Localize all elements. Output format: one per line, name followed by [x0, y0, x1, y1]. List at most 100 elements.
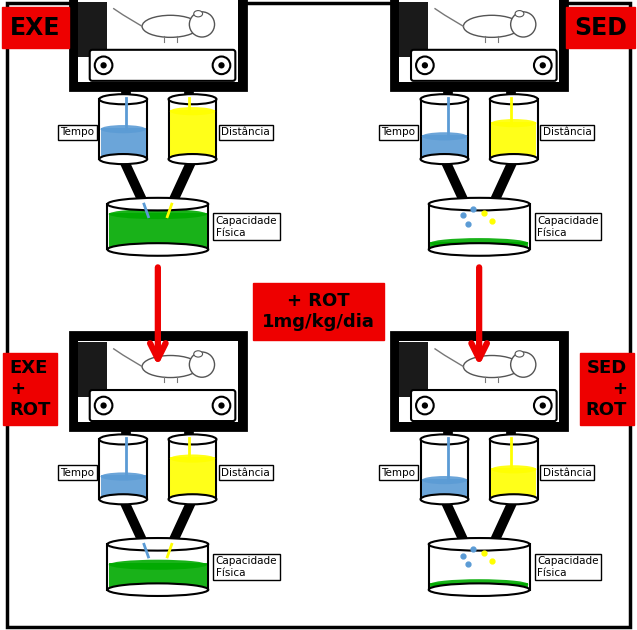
Text: + ROT
1mg/kg/dia: + ROT 1mg/kg/dia: [262, 292, 375, 331]
Circle shape: [213, 57, 231, 74]
Bar: [399, 340, 559, 422]
Ellipse shape: [169, 94, 217, 104]
FancyBboxPatch shape: [411, 390, 557, 421]
Bar: [99, 440, 147, 499]
Ellipse shape: [420, 435, 468, 445]
Ellipse shape: [430, 579, 528, 589]
Bar: [430, 583, 528, 588]
Circle shape: [213, 397, 231, 415]
Ellipse shape: [430, 238, 528, 248]
Ellipse shape: [170, 107, 215, 115]
Bar: [490, 440, 538, 499]
Text: Distância: Distância: [222, 467, 270, 478]
Circle shape: [534, 397, 552, 415]
Bar: [78, 342, 106, 398]
Bar: [109, 213, 207, 248]
Ellipse shape: [108, 243, 208, 256]
FancyBboxPatch shape: [90, 50, 235, 81]
Circle shape: [540, 403, 546, 409]
Bar: [101, 475, 146, 498]
Ellipse shape: [109, 559, 207, 570]
Ellipse shape: [169, 154, 217, 164]
Bar: [101, 128, 146, 158]
Ellipse shape: [170, 454, 215, 462]
Circle shape: [422, 62, 428, 69]
Bar: [429, 544, 529, 590]
Bar: [491, 122, 536, 158]
Bar: [69, 0, 246, 89]
Text: Capacidade
Física: Capacidade Física: [216, 216, 277, 238]
Ellipse shape: [101, 472, 146, 481]
Bar: [391, 0, 568, 89]
Ellipse shape: [142, 355, 199, 377]
Bar: [399, 342, 428, 398]
Ellipse shape: [491, 465, 536, 474]
Ellipse shape: [491, 119, 536, 127]
Bar: [170, 110, 215, 158]
Ellipse shape: [515, 11, 524, 17]
Text: Tempo: Tempo: [382, 127, 415, 137]
Ellipse shape: [108, 198, 208, 210]
Text: SED
+
ROT: SED + ROT: [586, 359, 627, 419]
Circle shape: [189, 352, 215, 377]
Ellipse shape: [463, 15, 520, 37]
Bar: [169, 440, 217, 499]
Ellipse shape: [194, 11, 203, 17]
Ellipse shape: [490, 94, 538, 104]
Text: Distância: Distância: [543, 127, 592, 137]
Ellipse shape: [108, 538, 208, 551]
Bar: [169, 100, 217, 159]
Circle shape: [540, 62, 546, 69]
Ellipse shape: [169, 494, 217, 504]
Ellipse shape: [429, 243, 529, 256]
Circle shape: [218, 403, 225, 409]
Ellipse shape: [108, 583, 208, 596]
Text: Tempo: Tempo: [382, 467, 415, 478]
Ellipse shape: [99, 494, 147, 504]
Ellipse shape: [99, 435, 147, 445]
Circle shape: [101, 403, 107, 409]
Ellipse shape: [422, 132, 467, 140]
Circle shape: [534, 57, 552, 74]
Bar: [109, 563, 207, 588]
Bar: [429, 204, 529, 249]
Bar: [422, 479, 467, 498]
Ellipse shape: [429, 198, 529, 210]
Circle shape: [416, 57, 434, 74]
Bar: [108, 204, 208, 249]
Bar: [69, 333, 246, 430]
Circle shape: [511, 12, 536, 37]
Bar: [78, 0, 238, 81]
Ellipse shape: [142, 15, 199, 37]
Ellipse shape: [422, 476, 467, 484]
Bar: [420, 100, 468, 159]
Text: Tempo: Tempo: [61, 127, 94, 137]
Text: Capacidade
Física: Capacidade Física: [216, 556, 277, 578]
Ellipse shape: [420, 154, 468, 164]
Ellipse shape: [99, 154, 147, 164]
Ellipse shape: [109, 209, 207, 219]
Text: Capacidade
Física: Capacidade Física: [537, 556, 599, 578]
Ellipse shape: [420, 94, 468, 104]
Circle shape: [189, 12, 215, 37]
Bar: [108, 544, 208, 590]
Ellipse shape: [194, 351, 203, 357]
Circle shape: [422, 403, 428, 409]
Bar: [78, 2, 106, 57]
FancyBboxPatch shape: [90, 390, 235, 421]
Bar: [391, 333, 568, 430]
Circle shape: [101, 62, 107, 69]
Bar: [430, 242, 528, 248]
Ellipse shape: [515, 351, 524, 357]
Circle shape: [95, 57, 112, 74]
Circle shape: [511, 352, 536, 377]
Circle shape: [218, 62, 225, 69]
Ellipse shape: [490, 435, 538, 445]
Ellipse shape: [463, 355, 520, 377]
Text: EXE
+
ROT: EXE + ROT: [10, 359, 51, 419]
Circle shape: [95, 397, 112, 415]
Bar: [78, 340, 238, 422]
Ellipse shape: [420, 494, 468, 504]
Bar: [422, 135, 467, 158]
Text: Distância: Distância: [543, 467, 592, 478]
